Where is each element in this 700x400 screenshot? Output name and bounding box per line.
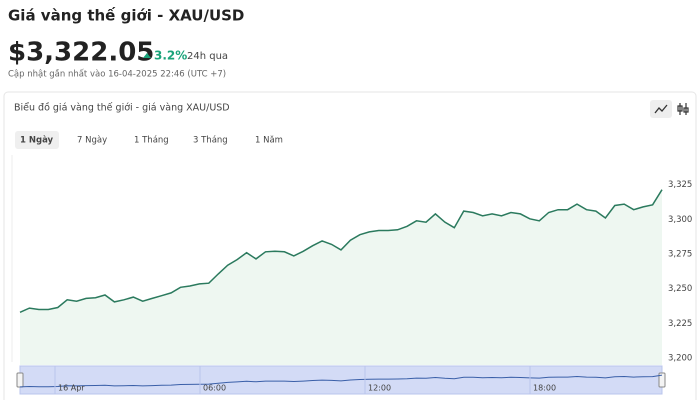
- change: 3.2%: [154, 49, 187, 63]
- tab[interactable]: 1 Tháng: [134, 136, 169, 146]
- updated: Cập nhật gần nhất vào 16-04-2025 22:46 (…: [8, 69, 226, 80]
- nav-handle-left[interactable]: [16, 372, 24, 388]
- y-tick-label: 3,225: [668, 319, 692, 329]
- y-tick-label: 3,325: [668, 180, 692, 190]
- nav-label: 06:00: [203, 384, 226, 393]
- y-tick-label: 3,200: [668, 354, 692, 364]
- y-tick-label: 3,300: [668, 215, 692, 225]
- price-line: [19, 189, 663, 313]
- tab[interactable]: 3 Tháng: [193, 136, 228, 146]
- area: [20, 189, 662, 365]
- page-title: Giá vàng thế giới - XAU/USD: [8, 6, 244, 25]
- nav-label: 16 Apr: [58, 384, 85, 393]
- period: 24h qua: [187, 51, 228, 62]
- line-icon-glyph: [654, 104, 668, 114]
- nav-label: 18:00: [533, 384, 556, 393]
- tab-active: [15, 131, 59, 149]
- card-title: Biểu đồ giá vàng thế giới - giá vàng XAU…: [14, 103, 230, 114]
- nav-handle-right[interactable]: [658, 372, 666, 388]
- line-icon[interactable]: [650, 100, 672, 118]
- y-tick-label: 3,250: [668, 284, 692, 294]
- y-tick-label: 3,275: [668, 250, 692, 260]
- price: $3,322.05: [8, 38, 154, 68]
- tab[interactable]: 1 Năm: [255, 136, 283, 146]
- nav-label: 12:00: [368, 384, 391, 393]
- navigator-line: [19, 374, 663, 388]
- up-arrow: [143, 53, 151, 58]
- candle-icon[interactable]: [677, 103, 689, 115]
- tab[interactable]: 1 Ngày: [20, 136, 54, 146]
- navigator[interactable]: [19, 365, 663, 395]
- tab[interactable]: 7 Ngày: [77, 136, 107, 146]
